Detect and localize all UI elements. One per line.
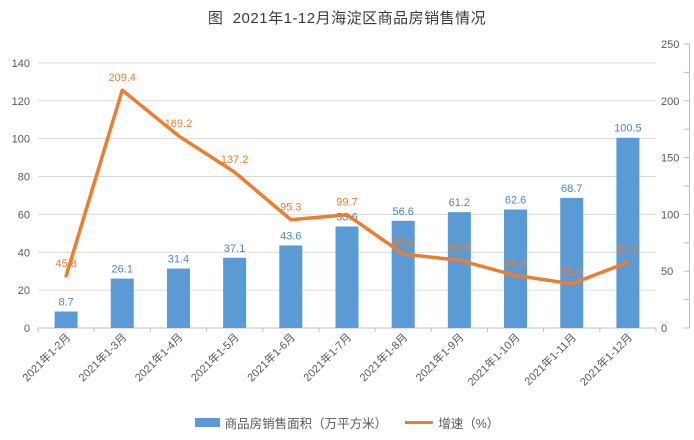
bar-value-label: 37.1 [224,243,245,255]
bar-value-label: 31.4 [168,254,189,266]
bar [110,278,134,328]
bar-value-label: 100.5 [614,123,642,135]
bar [223,257,247,328]
bar-value-label: 43.6 [280,230,301,242]
line-value-label: 57.9 [617,244,638,256]
bar [560,197,584,328]
bar [166,268,190,328]
x-axis-category-label: 2021年1-6月 [244,330,298,384]
bar [54,311,78,328]
x-axis-category-label: 2021年1-10月 [464,330,522,388]
left-axis-tick-label: 20 [18,285,30,297]
legend-label-line-series: 增速（%） [438,417,500,431]
line-value-label: 209.4 [109,72,137,84]
x-axis-category-label: 2021年1-11月 [521,330,579,388]
bar-value-label: 62.6 [505,194,526,206]
bar-value-label: 56.6 [392,206,413,218]
line-value-label: 59.6 [449,242,470,254]
line-series-swatch [405,421,434,424]
left-axis-tick-label: 60 [18,209,30,221]
bar [279,245,303,328]
left-axis-tick-label: 120 [12,96,30,108]
bar-value-label: 26.1 [112,264,133,276]
chart-title: 图 2021年1-12月海淀区商品房销售情况 [207,10,487,27]
bar-value-label: 61.2 [449,197,470,209]
right-axis-tick-label: 100 [661,209,679,221]
line-value-label: 169.2 [165,118,193,130]
x-axis-category-label: 2021年1-4月 [132,330,186,384]
chart-legend: 商品房销售面积（万平方米） 增速（%） [0,413,694,432]
legend-item-bar-series: 商品房销售面积（万平方米） [194,413,388,432]
x-axis-category-label: 2021年1-8月 [356,330,410,384]
line-value-label: 38.9 [561,266,582,278]
line-value-label: 95.3 [280,202,301,214]
legend-item-line-series: 增速（%） [405,413,499,432]
legend-label-bar-series: 商品房销售面积（万平方米） [224,417,388,431]
x-axis-category-label: 2021年1-2月 [19,330,73,384]
right-axis-tick-label: 50 [661,266,673,278]
x-axis-category-label: 2021年1-9月 [412,330,466,384]
bar [447,212,471,328]
bar [504,209,528,328]
right-axis-tick-label: 150 [661,153,679,165]
left-axis-tick-label: 140 [12,58,30,70]
right-axis-tick-label: 0 [661,323,667,335]
line-value-label: 99.7 [336,197,357,209]
growth-line [64,88,630,286]
bar-value-label: 68.7 [561,183,582,195]
left-axis-tick-label: 40 [18,247,30,259]
right-axis-tick-label: 200 [661,96,679,108]
bar [616,137,640,328]
bar [335,226,359,328]
line-value-label: 46.3 [505,257,526,269]
x-axis-category-label: 2021年1-5月 [188,330,242,384]
bar [391,220,415,328]
left-axis-tick-label: 0 [24,323,30,335]
x-axis-category-label: 2021年1-12月 [577,330,635,388]
left-axis-tick-label: 100 [12,134,30,146]
right-axis-tick-label: 250 [661,39,679,51]
x-axis-category-label: 2021年1-7月 [300,330,354,384]
bar-value-label: 8.7 [58,297,73,309]
line-value-label: 65.1 [392,236,413,248]
left-axis-tick-label: 80 [18,172,30,184]
x-axis-category-label: 2021年1-3月 [75,330,129,384]
bar-series-swatch [194,418,220,427]
line-value-label: 137.2 [221,154,249,166]
line-value-label: 45.8 [55,258,76,270]
